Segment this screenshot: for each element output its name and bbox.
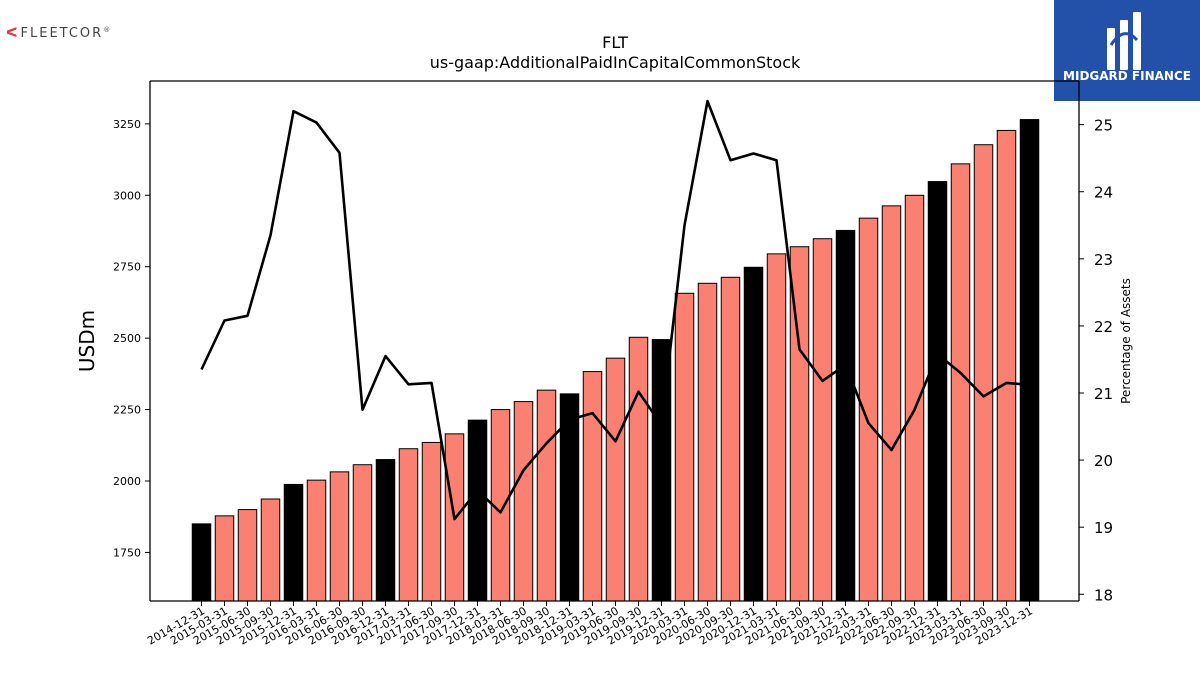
bar: [996, 129, 1017, 602]
bar: [973, 144, 994, 602]
y2-tick-label: 19: [1094, 519, 1113, 537]
y2-tick-label: 24: [1094, 184, 1113, 202]
y2-tick-label: 25: [1094, 117, 1113, 135]
y2-tick-label: 22: [1094, 318, 1113, 336]
bar: [605, 357, 626, 602]
registered-mark: ®: [103, 26, 111, 34]
bar: [582, 371, 603, 602]
bar: [398, 448, 419, 602]
bar: [927, 181, 948, 602]
bar: [674, 292, 695, 602]
bar: [260, 498, 281, 602]
axes-group: 1750 2000 2250 2500 2750 3000 3250 18 19 20 21 22 23…: [113, 80, 1113, 648]
bar: [421, 441, 442, 602]
chart-subtitle: us-gaap:AdditionalPaidInCapitalCommonSto…: [430, 53, 801, 72]
bar: [375, 459, 396, 602]
midgard-emblem-icon: [1107, 12, 1141, 70]
bar: [697, 282, 718, 602]
y2-axis-label: Percentage of Assets: [1119, 278, 1133, 404]
bar: [191, 523, 212, 602]
bar: [352, 464, 373, 602]
bar: [329, 471, 350, 602]
bar: [766, 253, 787, 602]
bar: [467, 419, 488, 602]
bar: [743, 266, 764, 602]
bar: [720, 276, 741, 602]
bar: [812, 238, 833, 602]
y-tick-label: 1750: [113, 546, 141, 559]
line-group: [200, 99, 1030, 521]
y-tick-label: 2750: [113, 261, 141, 274]
bar: [306, 479, 327, 602]
y-tick-label: 3250: [113, 118, 141, 131]
bar: [950, 163, 971, 602]
fleetcor-logo-text: FLEETCOR: [20, 26, 104, 41]
y-tick-label: 3000: [113, 189, 141, 202]
bar: [283, 483, 304, 602]
bar: [214, 515, 235, 602]
y2-tick-label: 20: [1094, 452, 1113, 470]
y-tick-label: 2250: [113, 404, 141, 417]
y-tick-label: 2000: [113, 475, 141, 488]
y-axis-label: USDm: [75, 310, 99, 372]
bar: [1019, 119, 1040, 602]
y2-tick-label: 23: [1094, 251, 1113, 269]
y2-tick-label: 21: [1094, 385, 1113, 403]
line-series: [200, 99, 1030, 521]
midgard-finance-logo: MIDGARD FINANCE: [1054, 0, 1200, 101]
bar: [881, 205, 902, 602]
fleetcor-swoosh-icon: ᐸ: [6, 26, 18, 41]
bar: [904, 194, 925, 602]
bar: [513, 401, 534, 602]
bar: [628, 336, 649, 602]
midgard-logo-text: MIDGARD FINANCE: [1063, 69, 1191, 83]
y-tick-label: 2500: [113, 332, 141, 345]
bar: [835, 229, 856, 602]
bars-group: [191, 119, 1040, 602]
fleetcor-logo: ᐸ FLEETCOR®: [6, 26, 110, 41]
bar: [237, 509, 258, 602]
y2-tick-label: 18: [1094, 586, 1113, 604]
bar: [536, 389, 557, 602]
chart-title: FLT: [602, 33, 628, 52]
